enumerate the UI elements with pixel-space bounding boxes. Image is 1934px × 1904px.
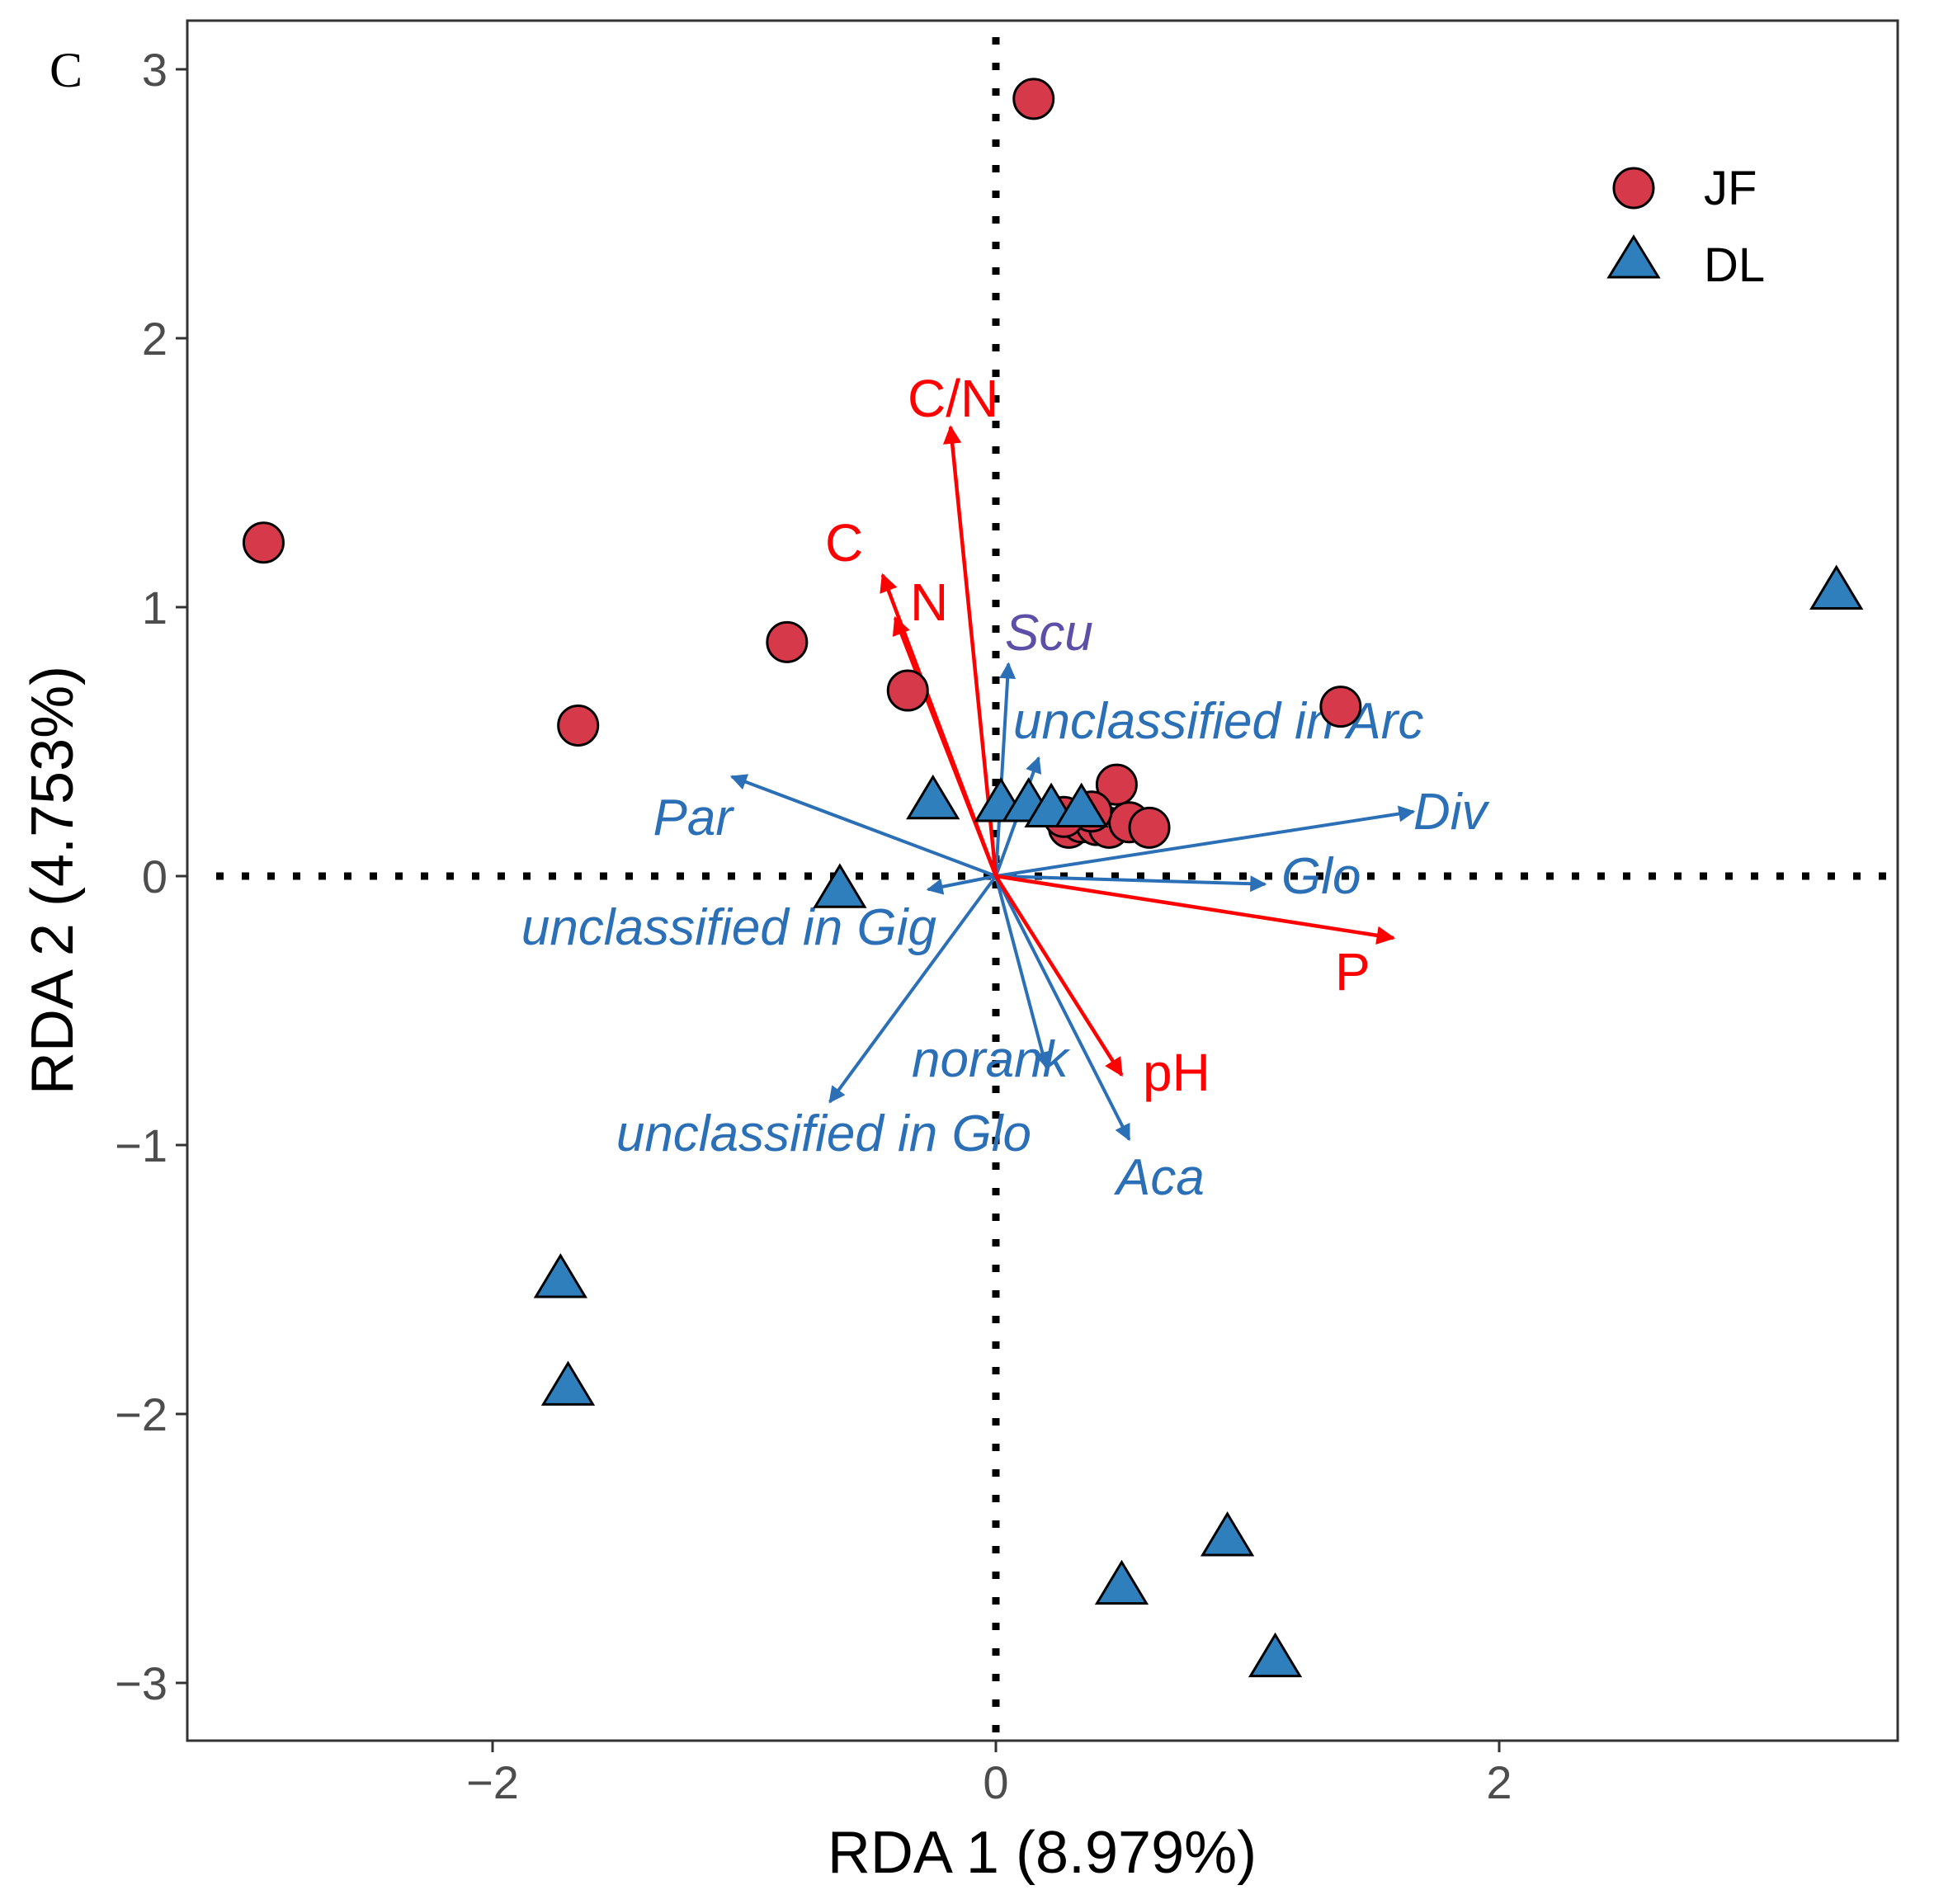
x-tick-label: −2	[466, 1756, 519, 1808]
reference-lines	[216, 37, 1894, 1741]
y-tick-label: 3	[142, 44, 167, 96]
env-arrow-n	[892, 615, 998, 877]
plot-panel	[186, 19, 1899, 1742]
taxa-label-unclassified-in-gig: unclassified in Gig	[521, 899, 936, 956]
y-tick-label: −2	[115, 1388, 167, 1440]
taxa-label-div: Div	[1413, 784, 1490, 841]
environment-arrows: C/N CN PpH	[825, 369, 1396, 1102]
point-jf	[1095, 763, 1138, 806]
legend-jf-label: JF	[1704, 162, 1757, 215]
legend-dl-marker	[1606, 234, 1661, 279]
taxa-arrow-unclassified-in-gig	[926, 874, 997, 895]
taxa-arrow-glo	[995, 874, 1267, 893]
env-label-p: P	[1335, 942, 1370, 1001]
y-tick-label: 2	[142, 313, 167, 365]
x-axis-title: RDA 1 (8.979%)	[828, 1820, 1257, 1886]
point-jf	[766, 620, 809, 663]
taxa-arrow-scu	[994, 662, 1017, 877]
legend-dl-label: DL	[1704, 238, 1765, 292]
point-dl	[1809, 564, 1864, 610]
x-tick-label: 0	[983, 1756, 1008, 1808]
taxa-label-unclassified-in-glo: unclassified in Glo	[616, 1105, 1031, 1162]
env-label-c-n: C/N	[908, 369, 998, 428]
taxa-label-par: Par	[653, 789, 735, 846]
panel-letter: C	[50, 43, 83, 97]
legend: JF DL	[1606, 162, 1765, 292]
point-dl	[540, 1360, 596, 1406]
taxa-arrow-unclassified-in-glo	[828, 874, 998, 1104]
point-dl	[906, 774, 960, 820]
taxa-label-norank: norank	[912, 1031, 1071, 1088]
point-jf	[1012, 78, 1055, 120]
legend-jf-marker	[1612, 167, 1655, 210]
point-dl	[1200, 1511, 1255, 1557]
y-tick-label: 0	[142, 851, 167, 903]
taxa-label-unclassified-in-arc: unclassified in Arc	[1013, 693, 1423, 750]
taxa-arrow-aca	[994, 875, 1131, 1142]
x-axis: −2 0 2	[466, 1741, 1512, 1808]
sample-points	[242, 78, 1864, 1678]
taxa-label-aca: Aca	[1113, 1149, 1205, 1206]
env-arrow-ph	[994, 874, 1124, 1077]
point-dl	[813, 863, 867, 908]
taxa-label-glo: Glo	[1281, 848, 1361, 905]
taxa-arrow-div	[995, 805, 1416, 878]
point-dl	[1248, 1632, 1303, 1678]
y-tick-label: 1	[142, 582, 167, 634]
y-tick-label: −3	[115, 1657, 167, 1709]
point-jf	[886, 669, 929, 712]
point-jf	[1128, 806, 1171, 849]
point-jf	[242, 521, 285, 564]
y-tick-label: −1	[115, 1119, 167, 1171]
point-jf	[557, 704, 600, 747]
taxa-label-scu: Scu	[1005, 605, 1093, 662]
point-jf	[1319, 686, 1362, 728]
env-label-n: N	[910, 573, 948, 632]
taxa-arrow-par	[729, 774, 997, 878]
env-arrow-p	[995, 874, 1396, 945]
x-tick-label: 2	[1486, 1756, 1512, 1808]
y-axis-title: RDA 2 (4.753%)	[20, 666, 86, 1095]
env-label-ph: pH	[1143, 1043, 1210, 1102]
taxa-arrow-norank	[994, 875, 1051, 1069]
point-dl	[1094, 1559, 1149, 1605]
y-axis: −3 −2 −1 0 1 2 3	[115, 44, 187, 1709]
point-dl	[1054, 782, 1109, 827]
point-dl	[533, 1253, 587, 1298]
env-label-c: C	[825, 513, 863, 573]
